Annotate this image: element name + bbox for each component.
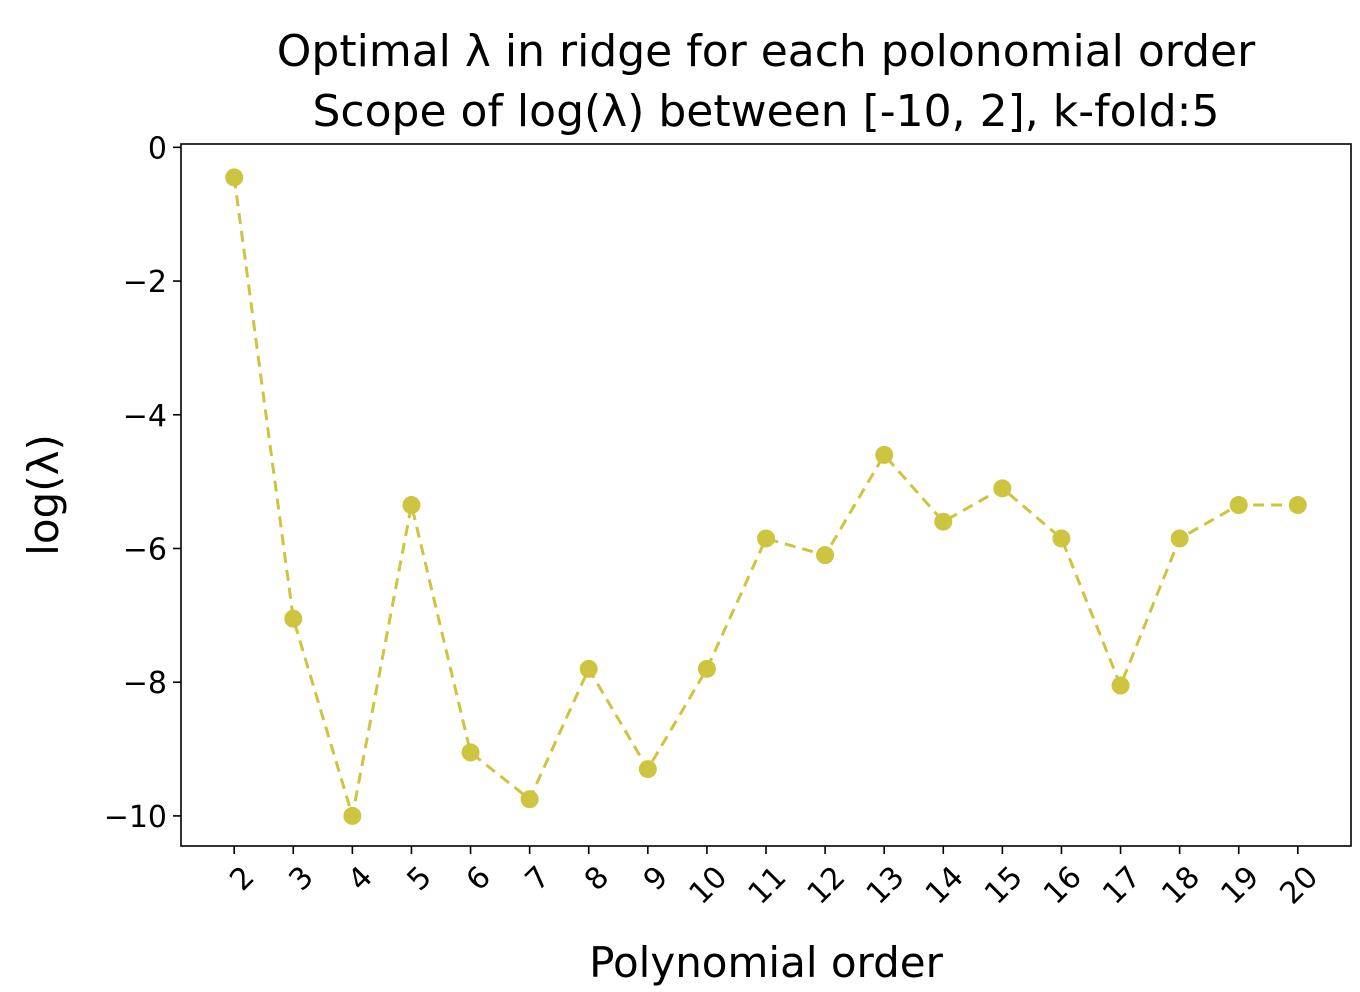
x-tick-label: 5	[401, 860, 439, 898]
y-tick-label: −10	[104, 800, 167, 835]
data-point	[1052, 529, 1071, 548]
x-tick-label: 9	[637, 860, 675, 898]
chart-title-line-1: Optimal λ in ridge for each polonomial o…	[277, 26, 1256, 77]
x-tick-label: 4	[341, 860, 379, 898]
x-tick-label: 8	[578, 860, 616, 898]
x-tick-label: 10	[683, 860, 735, 912]
data-point	[402, 496, 421, 515]
x-tick-label: 17	[1096, 860, 1148, 912]
x-tick-label: 6	[460, 860, 498, 898]
data-point	[461, 743, 480, 762]
y-tick-label: −2	[123, 265, 167, 300]
data-point	[225, 168, 244, 187]
data-point	[638, 760, 657, 779]
x-tick-label: 7	[519, 860, 557, 898]
plot-area-frame	[180, 143, 1352, 847]
x-tick-label: 3	[282, 860, 320, 898]
data-point	[1288, 496, 1307, 515]
data-point	[520, 790, 539, 809]
data-point	[1170, 529, 1189, 548]
x-tick-label: 16	[1037, 860, 1089, 912]
y-axis-ticks: 0 −2 −4 −6 −8 −10	[104, 131, 181, 835]
x-axis-ticks: 2 3 4 5 6 7 8 9 10 11 12 13 14 15 16 17 18 19 20	[223, 846, 1325, 911]
x-tick-label: 12	[801, 860, 853, 912]
x-tick-label: 20	[1273, 860, 1325, 912]
data-point	[875, 445, 894, 464]
data-point	[757, 529, 775, 548]
series-line-path	[232, 177, 1298, 818]
data-point	[1111, 676, 1130, 695]
x-tick-label: 15	[978, 860, 1030, 912]
y-tick-label: −4	[123, 399, 167, 434]
data-point	[343, 806, 362, 825]
y-axis-label: log(λ)	[19, 434, 68, 556]
data-point	[697, 659, 716, 678]
chart-title-line-2: Scope of log(λ) between [-10, 2], k-fold…	[313, 86, 1220, 137]
x-tick-label: 13	[860, 860, 912, 912]
x-tick-label: 14	[919, 860, 971, 912]
x-axis-label: Polynomial order	[589, 938, 943, 987]
data-point	[579, 659, 598, 678]
data-point	[816, 546, 835, 565]
x-tick-label: 18	[1155, 860, 1207, 912]
x-tick-label: 19	[1214, 860, 1266, 912]
data-point	[934, 512, 953, 531]
y-tick-label: −6	[123, 532, 167, 567]
x-tick-label: 11	[742, 860, 794, 912]
x-tick-label: 2	[223, 860, 261, 898]
data-point	[993, 479, 1012, 498]
data-point	[284, 609, 303, 628]
series-markers	[225, 168, 1307, 825]
y-tick-label: −8	[123, 666, 167, 701]
y-tick-label: 0	[148, 131, 167, 166]
series-line	[232, 177, 1298, 818]
data-point	[1229, 496, 1248, 515]
